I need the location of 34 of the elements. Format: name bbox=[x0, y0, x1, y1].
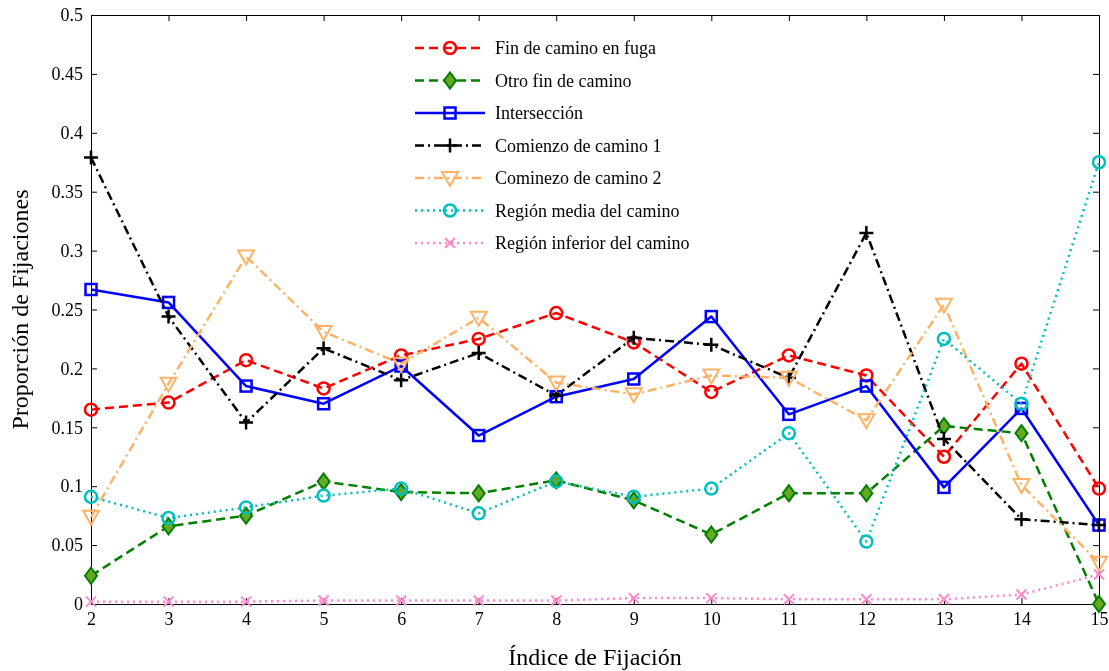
x-tick-label: 14 bbox=[1012, 608, 1031, 629]
legend-label: Región media del camino bbox=[495, 200, 680, 221]
y-tick-label: 0.15 bbox=[51, 417, 83, 438]
y-tick-label: 0.5 bbox=[60, 5, 83, 26]
legend-label: Región inferior del camino bbox=[495, 233, 690, 253]
x-tick-label: 15 bbox=[1090, 608, 1109, 629]
legend-label: Fin de camino en fuga bbox=[495, 38, 656, 58]
y-axis-title: Proporción de Fijaciones bbox=[7, 189, 33, 430]
x-tick-label: 3 bbox=[164, 608, 174, 629]
legend-label: Intersección bbox=[495, 103, 583, 123]
x-tick-label: 6 bbox=[397, 608, 407, 629]
x-tick-label: 13 bbox=[935, 608, 954, 629]
legend-label: Cominezo de camino 2 bbox=[495, 168, 662, 188]
x-tick-label: 9 bbox=[629, 608, 639, 629]
y-tick-label: 0.45 bbox=[51, 64, 83, 85]
x-axis-title: Índice de Fijación bbox=[508, 644, 682, 670]
y-tick-label: 0.3 bbox=[60, 240, 83, 261]
y-tick-label: 0.05 bbox=[51, 535, 83, 556]
x-tick-label: 4 bbox=[242, 608, 252, 629]
x-tick-label: 12 bbox=[857, 608, 876, 629]
y-tick-label: 0.4 bbox=[60, 123, 83, 144]
x-tick-label: 5 bbox=[319, 608, 329, 629]
legend-label: Otro fin de camino bbox=[495, 70, 632, 91]
x-tick-label: 8 bbox=[552, 608, 562, 629]
y-tick-label: 0.35 bbox=[51, 181, 83, 202]
x-tick-label: 7 bbox=[474, 608, 484, 629]
y-tick-label: 0.1 bbox=[60, 476, 83, 497]
legend-label: Comienzo de camino 1 bbox=[495, 135, 662, 156]
y-tick-label: 0 bbox=[74, 594, 83, 615]
y-tick-label: 0.25 bbox=[51, 299, 83, 320]
x-tick-label: 2 bbox=[87, 608, 96, 629]
x-tick-label: 10 bbox=[702, 608, 721, 629]
y-tick-label: 0.2 bbox=[60, 358, 83, 379]
x-tick-label: 11 bbox=[780, 608, 799, 629]
